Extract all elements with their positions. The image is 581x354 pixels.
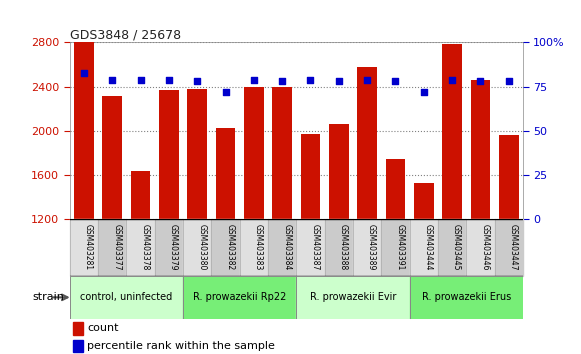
Bar — [357, 67, 377, 219]
Bar — [131, 171, 150, 219]
Text: GSM403387: GSM403387 — [310, 224, 320, 270]
Text: GSM403446: GSM403446 — [480, 224, 489, 270]
Point — [363, 77, 372, 82]
Bar — [494, 219, 523, 276]
Bar — [216, 128, 235, 219]
Bar — [499, 135, 519, 219]
Text: GSM403281: GSM403281 — [84, 224, 93, 270]
Text: GDS3848 / 25678: GDS3848 / 25678 — [70, 28, 181, 41]
Bar — [414, 183, 433, 219]
Text: GSM403389: GSM403389 — [367, 224, 376, 270]
Text: GSM403447: GSM403447 — [509, 224, 518, 270]
Text: GSM403445: GSM403445 — [452, 224, 461, 270]
Bar — [410, 276, 523, 319]
Bar — [466, 219, 494, 276]
Point — [79, 70, 88, 75]
Text: GSM403378: GSM403378 — [141, 224, 149, 270]
Bar — [183, 276, 296, 319]
Text: GSM403377: GSM403377 — [112, 224, 121, 270]
Point — [136, 77, 145, 82]
Bar — [296, 219, 325, 276]
Point — [221, 89, 230, 95]
Point — [278, 79, 287, 84]
Point — [334, 79, 343, 84]
Bar — [471, 80, 490, 219]
Text: R. prowazekii Rp22: R. prowazekii Rp22 — [193, 292, 286, 302]
Text: R. prowazekii Erus: R. prowazekii Erus — [422, 292, 511, 302]
Point — [447, 77, 457, 82]
Text: GSM403391: GSM403391 — [396, 224, 404, 270]
Bar — [127, 219, 155, 276]
Bar — [325, 219, 353, 276]
Point — [476, 79, 485, 84]
Bar — [155, 219, 183, 276]
Bar — [98, 219, 126, 276]
Bar — [442, 44, 462, 219]
Text: GSM403380: GSM403380 — [197, 224, 206, 270]
Bar — [70, 219, 98, 276]
Bar — [386, 159, 406, 219]
Point — [306, 77, 315, 82]
Bar — [300, 134, 320, 219]
Text: percentile rank within the sample: percentile rank within the sample — [87, 341, 275, 351]
Point — [164, 77, 174, 82]
Point — [391, 79, 400, 84]
Text: control, uninfected: control, uninfected — [80, 292, 173, 302]
Text: GSM403384: GSM403384 — [282, 224, 291, 270]
Point — [249, 77, 259, 82]
Bar — [102, 96, 122, 219]
Text: GSM403379: GSM403379 — [169, 224, 178, 270]
Bar — [239, 219, 268, 276]
Bar — [187, 89, 207, 219]
Point — [107, 77, 117, 82]
Text: GSM403444: GSM403444 — [424, 224, 433, 270]
Text: count: count — [87, 323, 119, 333]
Bar — [73, 340, 84, 352]
Point — [419, 89, 428, 95]
Bar — [296, 276, 410, 319]
Bar — [329, 124, 349, 219]
Text: GSM403383: GSM403383 — [254, 224, 263, 270]
Bar — [438, 219, 466, 276]
Bar — [244, 87, 264, 219]
Point — [504, 79, 514, 84]
Bar — [410, 219, 438, 276]
Bar — [272, 87, 292, 219]
Text: strain: strain — [32, 292, 64, 302]
Bar — [70, 276, 183, 319]
Bar — [73, 322, 84, 335]
Bar — [159, 90, 179, 219]
Bar — [183, 219, 211, 276]
Bar — [353, 219, 381, 276]
Bar — [381, 219, 410, 276]
Text: R. prowazekii Evir: R. prowazekii Evir — [310, 292, 396, 302]
Text: GSM403382: GSM403382 — [225, 224, 235, 270]
Text: GSM403388: GSM403388 — [339, 224, 348, 270]
Bar — [211, 219, 239, 276]
Point — [192, 79, 202, 84]
Bar — [268, 219, 296, 276]
Bar — [74, 42, 94, 219]
